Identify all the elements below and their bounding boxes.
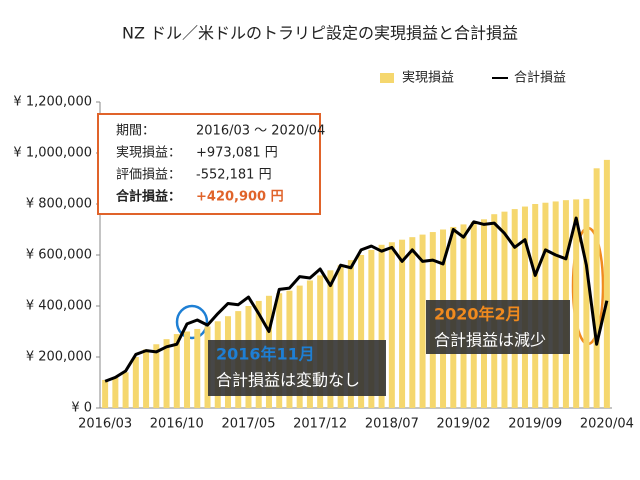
info-box	[97, 113, 321, 215]
info-value: -552,181 円	[196, 168, 272, 183]
bar	[143, 349, 150, 408]
bar	[378, 244, 385, 408]
y-tick-label: ¥ 200,000	[26, 350, 92, 365]
x-tick-label: 2018/07	[365, 417, 419, 432]
info-value: 2016/03 ～ 2020/04	[196, 124, 325, 139]
x-tick-label: 2016/10	[150, 417, 204, 432]
info-value: +420,900 円	[196, 190, 284, 205]
bar	[122, 372, 129, 408]
y-tick-label: ¥ 800,000	[26, 197, 92, 212]
bar	[204, 326, 211, 408]
bar	[102, 379, 109, 408]
annotation-box	[426, 300, 570, 354]
bar	[112, 377, 119, 408]
bar	[573, 199, 580, 408]
bar	[163, 339, 170, 408]
info-label: 評価損益：	[116, 168, 181, 183]
bar	[153, 344, 160, 408]
line	[104, 216, 609, 383]
bar	[358, 255, 365, 408]
y-tick-label: ¥ 0	[71, 401, 92, 416]
y-tick-label: ¥ 400,000	[26, 299, 92, 314]
x-tick-label: 2019/02	[437, 417, 491, 432]
legend-swatch	[380, 73, 394, 83]
x-tick-label: 2017/12	[293, 417, 347, 432]
bar	[419, 234, 426, 408]
x-tick-label: 2020/04	[580, 417, 634, 432]
bar	[327, 270, 334, 408]
bar	[593, 168, 600, 408]
bar	[388, 242, 395, 408]
bar	[132, 357, 139, 408]
annotation-text: 合計損益は変動なし	[216, 371, 360, 390]
y-tick-label: ¥ 1,200,000	[13, 95, 92, 110]
bar	[337, 265, 344, 408]
x-tick-label: 2017/05	[221, 417, 275, 432]
info-label: 期間：	[116, 124, 155, 139]
bar	[184, 331, 191, 408]
info-label: 実現損益：	[116, 145, 181, 161]
x-tick-label: 2016/03	[78, 417, 132, 432]
annotation-text: 合計損益は減少	[434, 331, 546, 350]
bar	[194, 328, 201, 408]
bar	[409, 237, 416, 408]
bar	[173, 334, 180, 408]
y-tick-label: ¥ 1,000,000	[13, 146, 92, 161]
annotation-title: 2016年11月	[216, 345, 315, 364]
bar	[368, 249, 375, 408]
x-tick-label: 2019/09	[508, 417, 562, 432]
bar	[603, 159, 610, 408]
highlight-circle	[175, 304, 209, 340]
bar	[399, 239, 406, 408]
legend-label: 合計損益	[514, 70, 566, 86]
info-value: +973,081 円	[196, 146, 278, 161]
legend-label: 実現損益	[402, 70, 454, 86]
annotation-box	[208, 340, 386, 396]
chart-title: NZ ドル／米ドルのトラリピ設定の実現損益と合計損益	[122, 24, 518, 43]
bar	[347, 260, 354, 408]
y-tick-label: ¥ 600,000	[26, 248, 92, 263]
info-label: 合計損益：	[116, 189, 181, 205]
bar	[583, 198, 590, 408]
annotation-title: 2020年2月	[434, 305, 522, 324]
